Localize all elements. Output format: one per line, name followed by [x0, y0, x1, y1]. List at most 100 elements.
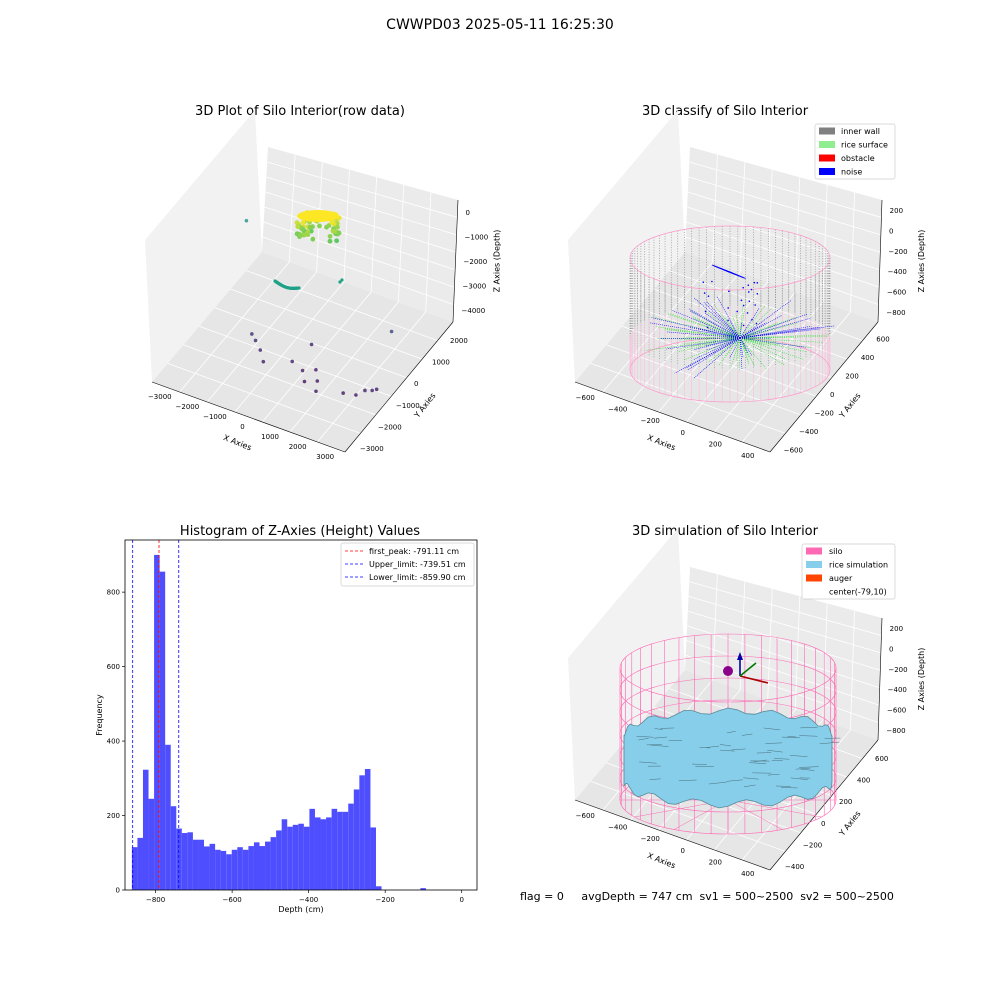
plot1-grid-floor-x	[261, 291, 372, 423]
plot2-rice-surface-ray	[645, 337, 741, 351]
plot4-rice-mesh-line	[767, 773, 780, 776]
plot2-grid-back-v	[822, 184, 828, 303]
plot2-silo-base	[629, 337, 831, 403]
plot4-silo-base-spoke	[727, 799, 783, 830]
histogram-legend-label: Lower_limit: -859.90 cm	[369, 573, 466, 582]
plot4-y-tick-label: −400	[785, 863, 804, 871]
plot2-rice-surface-ray	[653, 316, 741, 339]
plot2-axes-box	[568, 110, 883, 453]
histogram-bar	[215, 849, 221, 890]
plot2-noise-ray	[666, 337, 741, 350]
histogram-plot: −800 −600 −400 −200 0 0 200 400 600 800 Depth (cm)…	[95, 539, 478, 914]
plot4-rice-mesh-line	[800, 768, 815, 771]
plot2-grid-floor-x	[741, 311, 851, 443]
plot4-rice-mesh-line	[753, 759, 767, 763]
histogram-y-axis-label: Frequency	[95, 694, 104, 736]
plot2-rice-surface-ray	[719, 315, 741, 339]
plot4-pane-left	[568, 528, 685, 800]
plot1-arc-point	[297, 286, 301, 290]
plot1-point	[309, 342, 314, 347]
plot4-silo-base-spoke	[727, 799, 822, 818]
plot4-y-tick-label: 600	[875, 755, 888, 763]
histogram-bar	[198, 839, 205, 890]
histogram-bar	[209, 843, 216, 890]
plot2-rice-surface-ray	[739, 337, 749, 358]
histogram-bar	[298, 823, 304, 890]
plot4-rice-mesh-line	[706, 745, 720, 748]
plot4-rice-mesh-line	[654, 728, 663, 730]
plot2-noise-point	[736, 310, 739, 313]
plot2-noise-point	[747, 284, 750, 287]
plot2-rice-surface-ray	[739, 337, 786, 360]
plot1-pane-left	[145, 110, 262, 382]
histogram-x-tick-label: −600	[223, 896, 242, 904]
plot1-point	[258, 348, 263, 352]
plot2-y-axis-line	[769, 321, 879, 453]
histogram-bar	[276, 830, 282, 890]
plot2-rice-surface-ray	[724, 337, 741, 357]
plot4-rice-mesh-line	[720, 749, 735, 752]
plot2-legend: inner wall rice surface obstacle noise	[814, 123, 896, 180]
status-footer: flag = 0 avgDepth = 747 cm sv1 = 500~250…	[520, 890, 894, 903]
plot2-z-tick-label: 200	[890, 207, 903, 215]
plot2-noise-point	[707, 295, 710, 297]
plot1-points	[244, 210, 394, 397]
plot4-x-tick-label: 200	[709, 859, 722, 867]
plot1-x-axis-label: X Axies	[222, 433, 253, 452]
histogram-bar	[159, 571, 166, 890]
plot1-x-tick-label: −3000	[148, 393, 172, 401]
histogram-bar	[142, 769, 149, 890]
plot4-auger-axis-x	[739, 675, 769, 684]
plot2-legend-swatch	[819, 141, 835, 148]
histogram-y-tick-label: 400	[107, 738, 120, 746]
plot4-center-marker	[723, 666, 733, 676]
plot2-noise-ray	[739, 317, 812, 339]
plot2-rice-surface-ray	[665, 329, 741, 339]
plot2-rice-surface-ray	[664, 328, 741, 339]
plot4-rice-mesh-line	[678, 779, 697, 781]
plot2-y-tick-label: 0	[830, 391, 834, 399]
plot2-noise-ray	[693, 337, 741, 360]
histogram-bar	[253, 842, 260, 890]
plot2-grid-floor-y	[653, 288, 848, 360]
plot2-rice-surface-ray	[735, 337, 741, 361]
plot4-z-tick-label: −800	[886, 727, 905, 735]
plot2-rice-surface-ray	[739, 337, 804, 360]
plot2-rice-surface-ray	[691, 337, 741, 347]
plot2-noise-ray	[739, 326, 759, 339]
plot1-y-tick-label: −2000	[378, 424, 402, 432]
histogram-bar	[242, 849, 249, 890]
plot1-grid-back-z	[265, 191, 456, 253]
plot1-grid-floor-y	[183, 344, 376, 416]
plot4-grid-back-z	[685, 654, 879, 723]
plot1-grid-back-v	[343, 169, 350, 283]
plot2-rice-surface-ray	[739, 337, 824, 343]
plot4-rice-mesh-line	[743, 784, 756, 788]
plot4-rice-mesh-line	[741, 733, 753, 736]
plot2-noise-ray	[729, 337, 741, 359]
plot2-y-tick-label: −200	[815, 410, 834, 418]
plot4-rice-mesh-line	[799, 735, 818, 737]
plot1-y-tick-label: −3000	[360, 445, 384, 453]
plot2-noise-point	[727, 307, 729, 309]
plot4-silo-ring	[619, 633, 837, 703]
plot2-noise-ray	[739, 337, 753, 356]
plot4-z-tick-label: −400	[888, 686, 907, 694]
plot2-y-axis-label: Y Axies	[837, 391, 863, 420]
plot1-point	[244, 218, 249, 223]
plot1-cluster-point	[298, 232, 303, 238]
plot1-y-tick-label: 1000	[432, 359, 450, 367]
plot2-rice-surface-ray	[714, 305, 741, 339]
plot2-noise-point	[753, 281, 756, 284]
plot4-x-tick-label: 400	[741, 870, 754, 878]
histogram-y-tick-label: 800	[107, 589, 120, 597]
plot2-z-tick-label: −800	[886, 309, 905, 317]
plot4-legend-label: auger	[829, 574, 853, 583]
plot1-grid-back-v	[370, 177, 377, 293]
histogram-bar	[337, 811, 343, 890]
plot2-pane-floor	[575, 252, 878, 452]
plot1-point	[354, 393, 358, 397]
plot4-legend: silo rice simulation auger center(-79,10)	[801, 543, 896, 600]
plot1-arc-point	[340, 278, 344, 282]
histogram-y-tick-label: 600	[107, 663, 120, 671]
